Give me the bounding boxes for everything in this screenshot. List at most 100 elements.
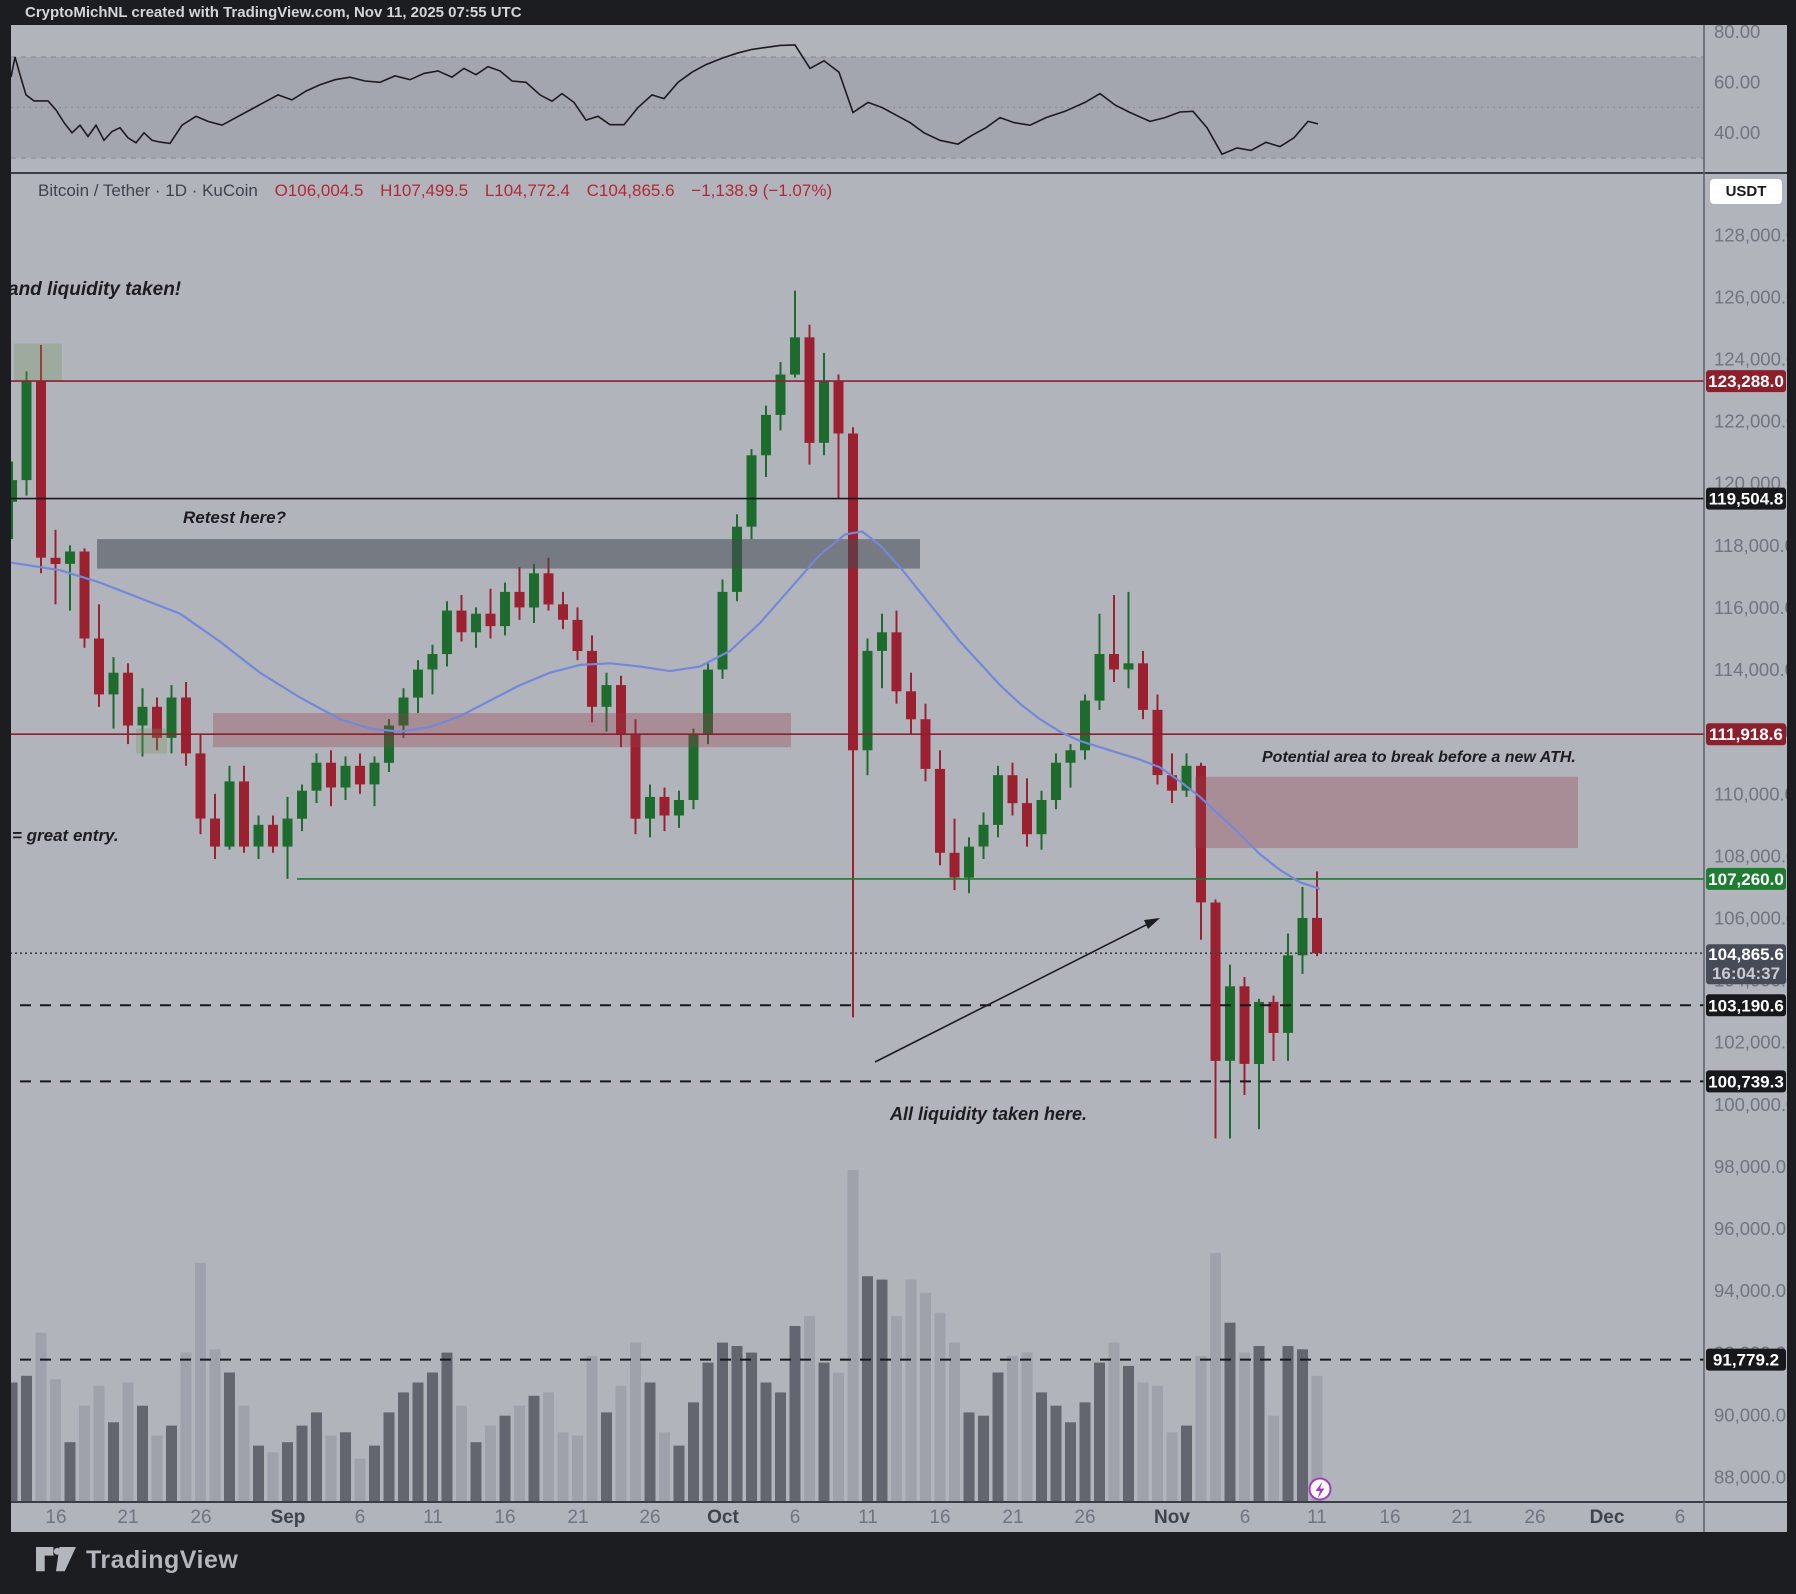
time-tick-label: 6: [1675, 1507, 1686, 1528]
candle-body: [572, 619, 583, 651]
time-tick-label: 26: [639, 1507, 660, 1528]
candle-body: [1123, 663, 1134, 670]
volume-bar: [673, 1445, 685, 1502]
volume-bar: [1253, 1346, 1265, 1502]
candle-body: [1138, 663, 1148, 710]
currency-toggle-button[interactable]: USDT: [1710, 179, 1782, 204]
volume-bar: [1137, 1382, 1149, 1502]
candle-body: [65, 551, 75, 564]
volume-bar: [180, 1352, 192, 1502]
retest-zone-box[interactable]: [97, 539, 920, 569]
volume-bar: [1239, 1352, 1250, 1502]
annotation-text-3[interactable]: Potential area to break before a new ATH…: [1262, 749, 1576, 766]
tradingview-logo-text: TradingView: [86, 1545, 239, 1574]
volume-bar: [528, 1395, 540, 1502]
candle-body: [717, 591, 728, 670]
price-tick-label: 126,000.0: [1714, 286, 1796, 307]
trend-arrow-line[interactable]: [874, 922, 1151, 1063]
volume-bar: [369, 1445, 380, 1502]
rsi-tick-label: 80.00: [1714, 21, 1760, 42]
volume-bar: [920, 1292, 931, 1502]
volume-bar: [1065, 1422, 1076, 1502]
volume-bar: [847, 1170, 859, 1502]
volume-bar: [253, 1445, 264, 1502]
candle-body: [978, 824, 989, 847]
candle-body: [1036, 800, 1047, 835]
candle-body: [268, 824, 278, 847]
candle-body: [1167, 775, 1177, 791]
candle-body: [355, 765, 365, 785]
candle-body: [920, 719, 931, 769]
tradingview-logo[interactable]: TradingView: [36, 1545, 238, 1575]
candle-body: [616, 685, 626, 735]
volume-bar: [1282, 1346, 1294, 1502]
price-tick-label: 122,000.0: [1714, 411, 1796, 432]
nov-breakout-box[interactable]: [1195, 776, 1578, 849]
symbol-title[interactable]: Bitcoin / Tether · 1D · KuCoin: [38, 181, 258, 200]
candle-body: [790, 337, 800, 375]
volume-bar: [557, 1432, 569, 1502]
volume-bar: [50, 1379, 61, 1502]
attribution-text: CryptoMichNL created with TradingView.co…: [25, 4, 522, 21]
candle-body: [79, 551, 90, 639]
volume-bar: [1210, 1253, 1221, 1502]
price-tick-label: 94,000.0: [1714, 1280, 1786, 1301]
rsi-tick-label: 60.00: [1714, 71, 1760, 92]
volume-bar: [978, 1415, 989, 1502]
annotation-text-4[interactable]: All liquidity taken here.: [889, 1104, 1087, 1124]
time-tick-label: 6: [355, 1507, 366, 1528]
volume-bar: [296, 1425, 308, 1502]
volume-bar: [224, 1372, 235, 1502]
candle-body: [50, 557, 61, 564]
volume-bar: [441, 1352, 453, 1502]
annotation-text-1[interactable]: Retest here?: [183, 508, 287, 527]
price-badge: [1706, 370, 1786, 393]
price-tick-label: 118,000.0: [1714, 535, 1795, 556]
volume-bar: [702, 1362, 714, 1502]
volume-bar: [1297, 1349, 1308, 1502]
time-tick-label: 21: [117, 1507, 138, 1528]
candle-body: [1210, 902, 1221, 1061]
volume-bar: [731, 1346, 743, 1502]
price-badge: [1706, 867, 1786, 890]
price-badges: 123,288.0 119,504.8 111,918.6 107,260.0 104,…: [1706, 370, 1786, 1371]
volume-bar: [543, 1392, 554, 1502]
aug-support-box[interactable]: [136, 728, 167, 754]
candle-body: [94, 638, 104, 695]
volume-bar: [166, 1425, 177, 1502]
alert-icon[interactable]: [1308, 1477, 1332, 1501]
sep-supply-box[interactable]: [213, 713, 791, 748]
price-tick-label: 90,000.0: [1714, 1404, 1786, 1425]
annotation-text-2[interactable]: = great entry.: [12, 826, 119, 845]
candle-body: [1297, 918, 1308, 956]
time-axis[interactable]: 16 21 26 Sep 6 11 16 21 26 Oct 6 11 16 21 26 Nov 6 11 16 21…: [45, 1507, 1685, 1528]
time-tick-label: 11: [423, 1507, 443, 1528]
candle-body: [384, 725, 394, 763]
candle-body: [413, 669, 423, 698]
price-badge: [1706, 723, 1786, 746]
candle-body: [166, 697, 177, 738]
candle-body: [398, 697, 409, 726]
volume-bar: [760, 1382, 772, 1502]
volume-bar: [1166, 1432, 1178, 1502]
volume-bar: [1036, 1392, 1047, 1502]
candle-body: [181, 697, 191, 754]
volume-bar: [354, 1458, 366, 1502]
candle-body: [775, 374, 786, 415]
candle-body: [1196, 765, 1206, 903]
price-badge: [1706, 944, 1786, 985]
annotation-text-0[interactable]: and liquidity taken!: [8, 279, 181, 300]
candle-body: [1181, 765, 1192, 791]
volume-bar: [514, 1405, 525, 1502]
ath-zone-box[interactable]: [14, 343, 62, 381]
lightning-bolt-icon: [1315, 1481, 1325, 1499]
volume-bar: [688, 1402, 699, 1502]
price-tick-label: 96,000.0: [1714, 1218, 1786, 1239]
candle-body: [993, 775, 1003, 825]
high-value: H107,499.5: [380, 181, 469, 200]
time-tick-label: 21: [1451, 1507, 1472, 1528]
price-badge-label: 104,865.6: [1708, 945, 1784, 964]
candle-body: [1239, 986, 1250, 1064]
price-badge: [1706, 1348, 1786, 1371]
